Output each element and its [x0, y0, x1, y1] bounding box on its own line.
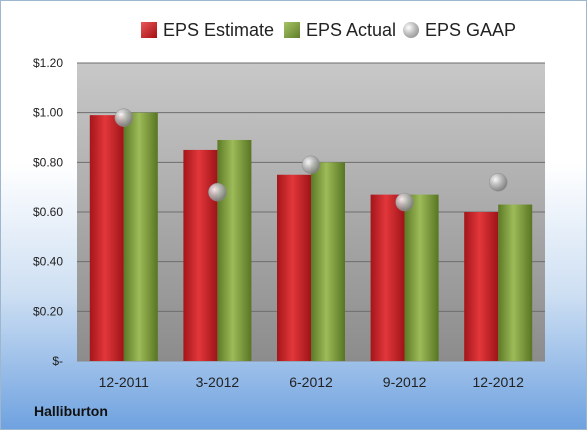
bar-eps-actual — [498, 204, 533, 361]
y-tick-label: $0.20 — [33, 304, 63, 318]
legend-swatch-eps-gaap — [403, 22, 419, 38]
bar-eps-actual — [311, 162, 345, 361]
bar-eps-estimate — [370, 194, 405, 361]
bar-eps-actual — [217, 139, 252, 361]
company-name: Halliburton — [34, 403, 108, 419]
y-tick-label: $0.80 — [33, 155, 63, 169]
legend-label-eps-gaap: EPS GAAP — [425, 19, 517, 40]
x-tick-label: 6-2012 — [289, 374, 333, 390]
y-tick-label: $1.00 — [33, 106, 63, 120]
bar-eps-estimate — [277, 174, 311, 361]
y-tick-label: $0.40 — [33, 255, 63, 269]
marker-eps-gaap — [395, 192, 414, 212]
bar-eps-estimate — [89, 115, 124, 362]
x-tick-label: 12-2012 — [473, 374, 525, 390]
legend-item-eps-actual: EPS Actual — [284, 17, 396, 43]
legend-label-eps-estimate: EPS Estimate — [163, 19, 275, 40]
x-tick-label: 12-2011 — [99, 374, 150, 390]
legend-swatch-eps-estimate — [141, 22, 157, 38]
x-tick-label: 3-2012 — [196, 374, 240, 390]
x-tick-label: 9-2012 — [383, 374, 427, 390]
legend: EPS Estimate EPS Actual EPS GAAP — [1, 17, 586, 43]
legend-label-eps-actual: EPS Actual — [306, 19, 397, 40]
y-tick-label: $1.20 — [33, 56, 63, 70]
marker-eps-gaap — [208, 182, 227, 202]
legend-item-eps-gaap: EPS GAAP — [403, 17, 516, 43]
marker-eps-gaap — [114, 108, 134, 127]
bar-eps-actual — [404, 194, 439, 361]
marker-eps-gaap — [488, 172, 508, 192]
y-tick-label: $- — [52, 354, 63, 368]
bar-eps-estimate — [464, 212, 499, 361]
legend-swatch-eps-actual — [284, 22, 300, 38]
bar-eps-actual — [123, 112, 158, 362]
legend-item-eps-estimate: EPS Estimate — [141, 17, 274, 43]
y-tick-label: $0.60 — [33, 205, 63, 219]
bar-eps-estimate — [183, 149, 218, 361]
marker-eps-gaap — [301, 155, 321, 175]
